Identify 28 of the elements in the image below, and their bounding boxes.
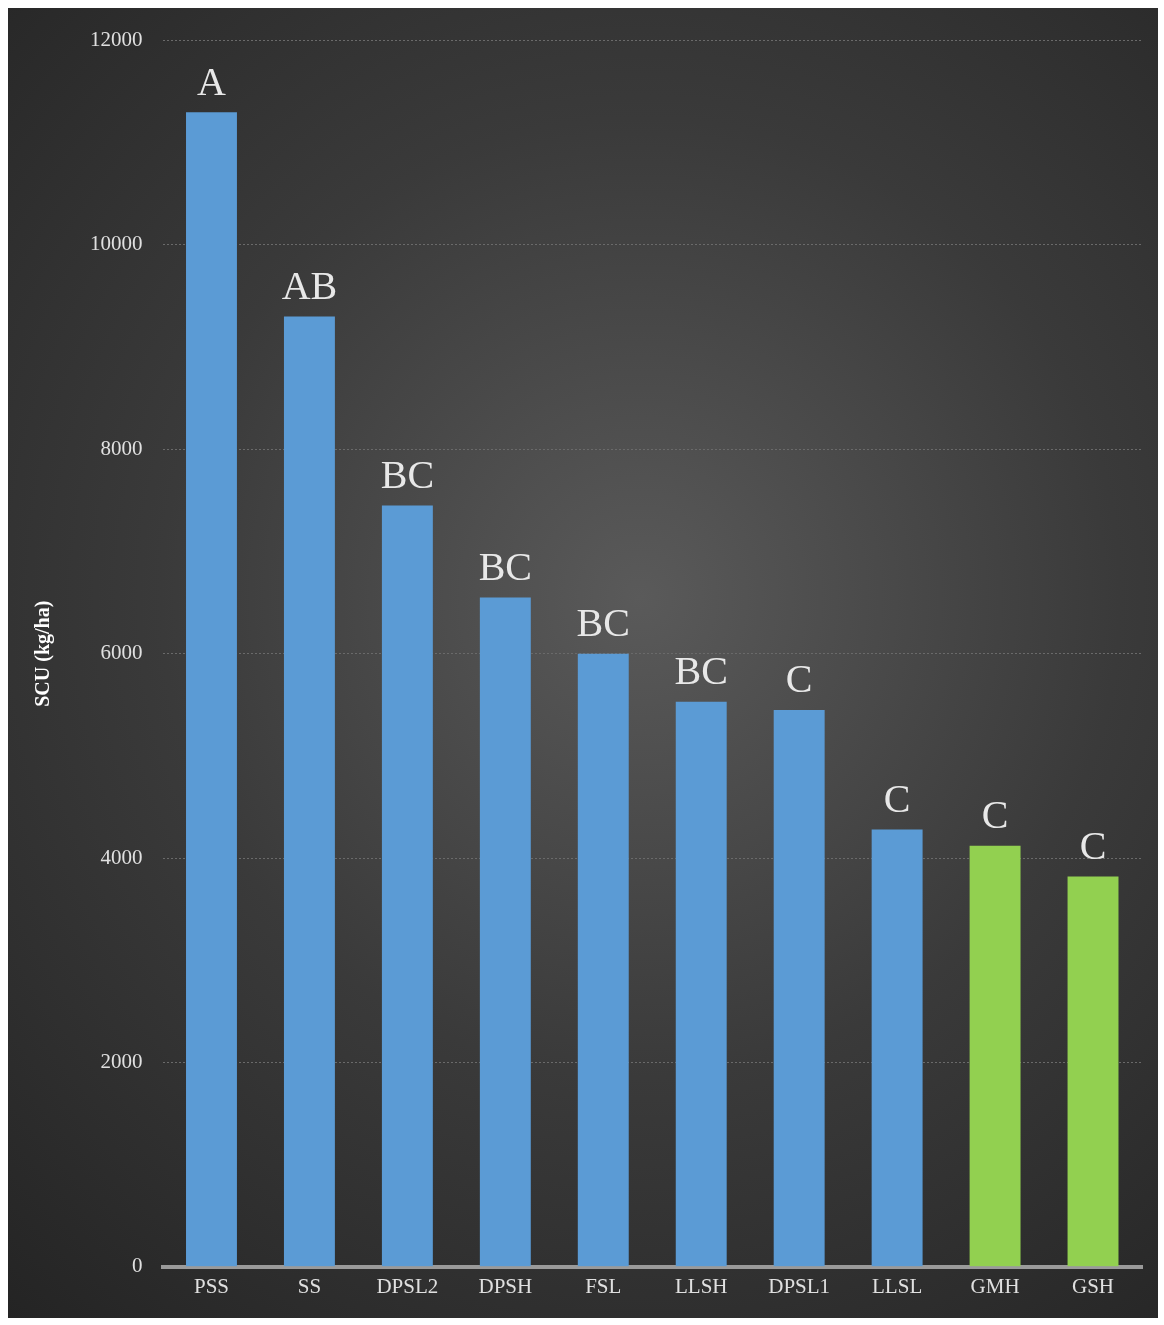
annotation: BC	[576, 600, 630, 646]
annotation: AB	[281, 262, 338, 308]
x-tick-label: GSH	[1072, 1273, 1115, 1298]
annotation: BC	[674, 648, 728, 694]
y-tick-label: 10000	[90, 231, 143, 256]
y-axis-title: SCU (kg/ha)	[31, 600, 55, 707]
annotation: BC	[380, 452, 435, 498]
annotation: C	[981, 792, 1009, 838]
y-tick-label: 4000	[100, 844, 143, 869]
y-tick-label: 0	[132, 1253, 143, 1278]
annotation: BC	[478, 544, 532, 589]
x-tick-label: FSL	[585, 1273, 622, 1298]
y-tick-label: 12000	[90, 27, 143, 52]
x-tick-label: LLSL	[872, 1273, 923, 1298]
x-tick-label: LLSH	[674, 1273, 728, 1298]
x-tick-label: DPSH	[478, 1273, 533, 1298]
y-tick-label: 8000	[100, 435, 143, 460]
y-tick-label: 2000	[100, 1048, 143, 1073]
x-tick-label: GMH	[970, 1273, 1020, 1298]
y-tick-label: 6000	[100, 640, 143, 665]
x-tick-label: DPSL2	[376, 1273, 439, 1298]
annotation: C	[1079, 822, 1107, 868]
annotation: C	[883, 775, 911, 821]
x-tick-label: PSS	[193, 1273, 229, 1298]
annotation: C	[785, 656, 813, 702]
x-tick-label: DPSL1	[768, 1273, 831, 1298]
annotation: A	[197, 58, 227, 104]
x-tick-label: SS	[297, 1273, 322, 1298]
